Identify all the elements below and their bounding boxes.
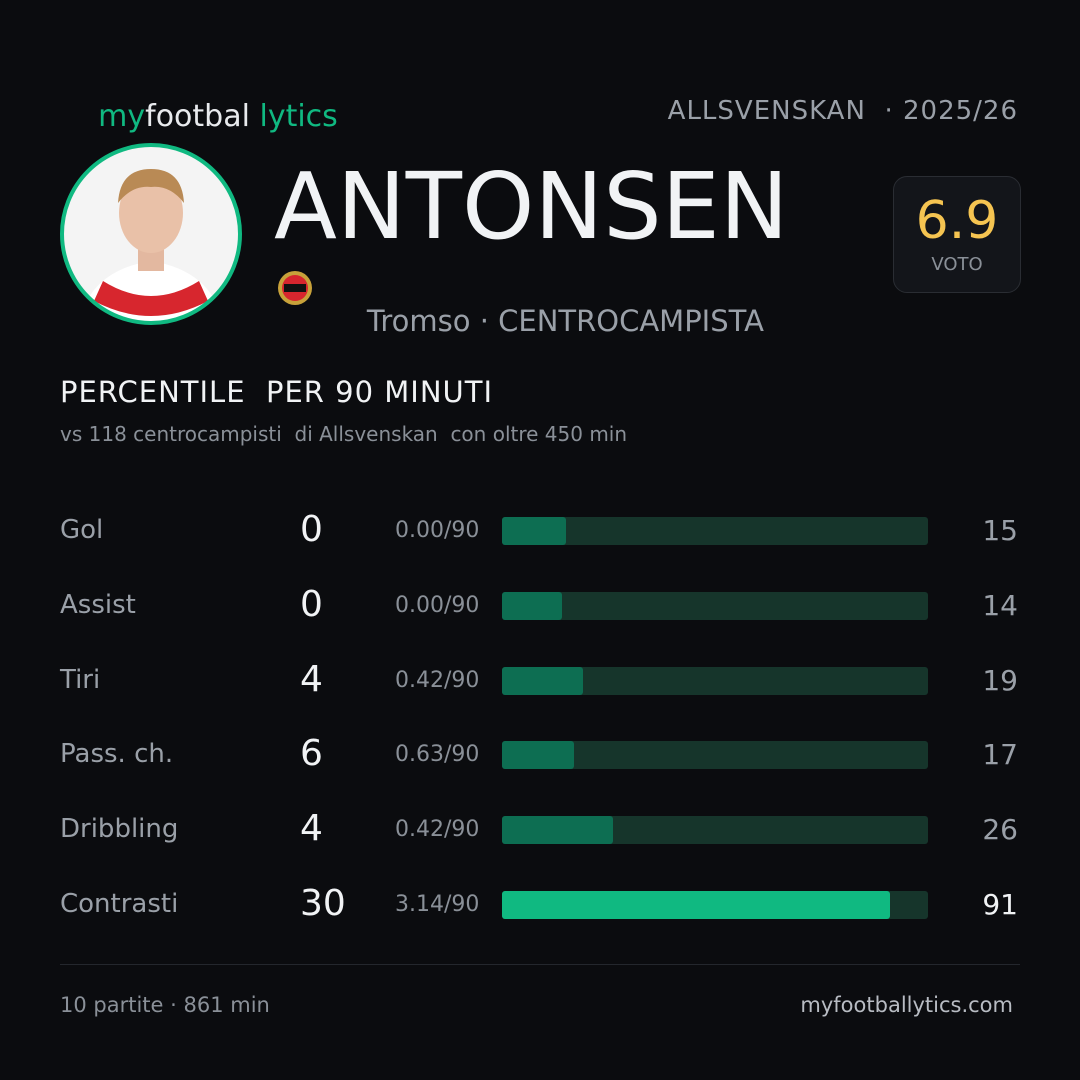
divider [60, 964, 1020, 965]
percentile-value: 91 [982, 888, 1018, 921]
stat-label: Contrasti [60, 889, 179, 919]
footer-site: myfootballytics.com [800, 993, 1013, 1017]
percentile-bar [502, 816, 613, 845]
team-role: Tromso · CENTROCAMPISTA [330, 270, 764, 372]
stat-value: 4 [300, 658, 323, 700]
percentile-bar [502, 741, 575, 770]
league-season: ALLSVENSKAN · 2025/26 [631, 66, 1018, 156]
percentile-bar [502, 891, 890, 919]
percentile-value: 19 [982, 663, 1018, 697]
stat-per90: 0.42/90 [395, 817, 480, 843]
stat-label: Tiri [60, 664, 101, 695]
stat-label: Dribbling [60, 814, 179, 845]
player-name: ANTONSEN [274, 153, 789, 260]
section-subtitle: vs 118 centrocampisti di Allsvenskan con… [60, 422, 628, 446]
stat-value: 6 [300, 733, 323, 775]
stat-label: Gol [60, 515, 104, 545]
logo-part: footbal [145, 99, 250, 134]
percentile-value: 14 [982, 588, 1018, 622]
season: · 2025/26 [884, 96, 1018, 126]
stat-per90: 0.42/90 [395, 667, 480, 693]
role: · CENTROCAMPISTA [479, 304, 764, 338]
percentile-value: 26 [982, 813, 1018, 847]
logo-part: lytics [259, 99, 338, 134]
percentile-value: 15 [982, 514, 1018, 547]
bar-track [502, 517, 928, 545]
rating-label: VOTO [931, 254, 983, 275]
section-title: PERCENTILE PER 90 MINUTI [60, 375, 494, 409]
stat-per90: 0.00/90 [395, 592, 480, 618]
league: ALLSVENSKAN [667, 96, 866, 126]
rating: 6.9 [915, 191, 999, 251]
footer-stats: 10 partite · 861 min [60, 993, 270, 1017]
stat-label: Assist [60, 589, 136, 620]
player-photo [60, 143, 242, 325]
stat-value: 4 [300, 808, 323, 850]
percentile-bar [502, 666, 583, 695]
stat-per90: 0.63/90 [395, 742, 480, 768]
team: Tromso [366, 304, 471, 338]
club-badge [278, 271, 312, 305]
stat-value: 30 [300, 883, 346, 924]
percentile-bar [502, 517, 566, 545]
stat-label: Pass. ch. [60, 739, 174, 770]
stat-per90: 3.14/90 [395, 892, 480, 917]
stat-per90: 0.00/90 [395, 518, 480, 543]
stat-value: 0 [300, 509, 323, 550]
bar-track [502, 591, 928, 620]
percentile-bar [502, 591, 562, 620]
stat-value: 0 [300, 583, 323, 625]
logo: myfootbal lytics [60, 64, 338, 169]
percentile-value: 17 [982, 738, 1018, 772]
logo-part: my [98, 99, 146, 134]
rating-box: 6.9 VOTO [893, 176, 1021, 293]
